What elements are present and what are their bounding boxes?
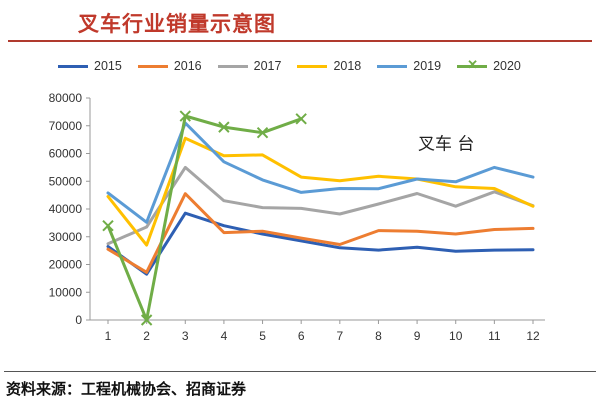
legend-item-2018: 2018 bbox=[297, 56, 361, 76]
legend-label: 2017 bbox=[253, 59, 282, 73]
x-tick-label: 4 bbox=[221, 329, 228, 343]
report-header: 叉车行业销量示意图 bbox=[8, 4, 592, 42]
y-tick-label: 80000 bbox=[49, 91, 83, 105]
legend-swatch: ✕ bbox=[457, 58, 488, 71]
legend-swatch bbox=[58, 64, 88, 68]
footer-divider bbox=[4, 371, 596, 372]
series-line-2016 bbox=[106, 192, 535, 274]
legend-swatch bbox=[377, 64, 408, 68]
page-title: 叉车行业销量示意图 bbox=[78, 12, 276, 36]
data-point-marker bbox=[256, 126, 269, 139]
legend-swatch bbox=[137, 64, 168, 68]
x-tick-label: 10 bbox=[449, 329, 463, 343]
y-tick-label: 70000 bbox=[49, 119, 83, 133]
series-line-2015 bbox=[106, 211, 535, 276]
y-tick-label: 50000 bbox=[49, 174, 83, 188]
x-tick-label: 6 bbox=[298, 329, 305, 343]
x-tick-label: 1 bbox=[105, 329, 112, 343]
legend-label: 2019 bbox=[413, 59, 442, 73]
chart-annotation: 叉车 台 bbox=[418, 134, 474, 154]
x-tick-label: 9 bbox=[414, 329, 421, 343]
series-line-2019 bbox=[106, 121, 535, 224]
x-tick-label: 7 bbox=[336, 329, 343, 343]
series-line-2020 bbox=[106, 114, 303, 322]
chart-legend: 2015 2016 2017 2018 2019 ✕ 2020 bbox=[58, 56, 578, 76]
data-point-marker bbox=[218, 121, 230, 133]
x-tick-label: 3 bbox=[182, 329, 189, 343]
source-note: 资料来源：工程机械协会、招商证券 bbox=[6, 380, 247, 398]
data-point-marker bbox=[102, 219, 114, 232]
series-line-2017 bbox=[106, 165, 535, 246]
legend-item-2015: 2015 bbox=[58, 56, 122, 76]
x-tick-label: 8 bbox=[375, 329, 382, 343]
legend-label: 2020 bbox=[493, 59, 521, 73]
legend-item-2019: 2019 bbox=[377, 56, 441, 76]
y-tick-label: 40000 bbox=[49, 202, 83, 216]
legend-swatch bbox=[217, 64, 248, 68]
x-tick-label: 2 bbox=[143, 329, 150, 343]
y-tick-label: 10000 bbox=[49, 285, 83, 299]
y-tick-label: 20000 bbox=[49, 258, 83, 272]
x-tick-label: 12 bbox=[526, 329, 540, 343]
legend-item-2017: 2017 bbox=[217, 56, 282, 76]
line-chart: 0 10000 20000 30000 40000 50000 60000 70000 8000… bbox=[49, 91, 545, 343]
legend-item-2016: 2016 bbox=[137, 56, 202, 76]
legend-swatch bbox=[297, 64, 328, 68]
y-tick-label: 60000 bbox=[49, 147, 83, 161]
legend-label: 2015 bbox=[94, 59, 122, 73]
legend-label: 2018 bbox=[333, 59, 362, 73]
data-point-marker bbox=[140, 314, 153, 326]
data-point-marker bbox=[295, 113, 307, 125]
x-tick-label: 11 bbox=[488, 329, 501, 343]
x-tick-label: 5 bbox=[259, 329, 266, 343]
data-point-marker bbox=[179, 110, 191, 122]
y-tick-label: 0 bbox=[75, 313, 82, 327]
legend-item-2020: ✕ 2020 bbox=[457, 56, 521, 76]
header-divider bbox=[8, 40, 592, 42]
y-tick-label: 30000 bbox=[49, 230, 83, 244]
legend-label: 2016 bbox=[173, 59, 202, 73]
